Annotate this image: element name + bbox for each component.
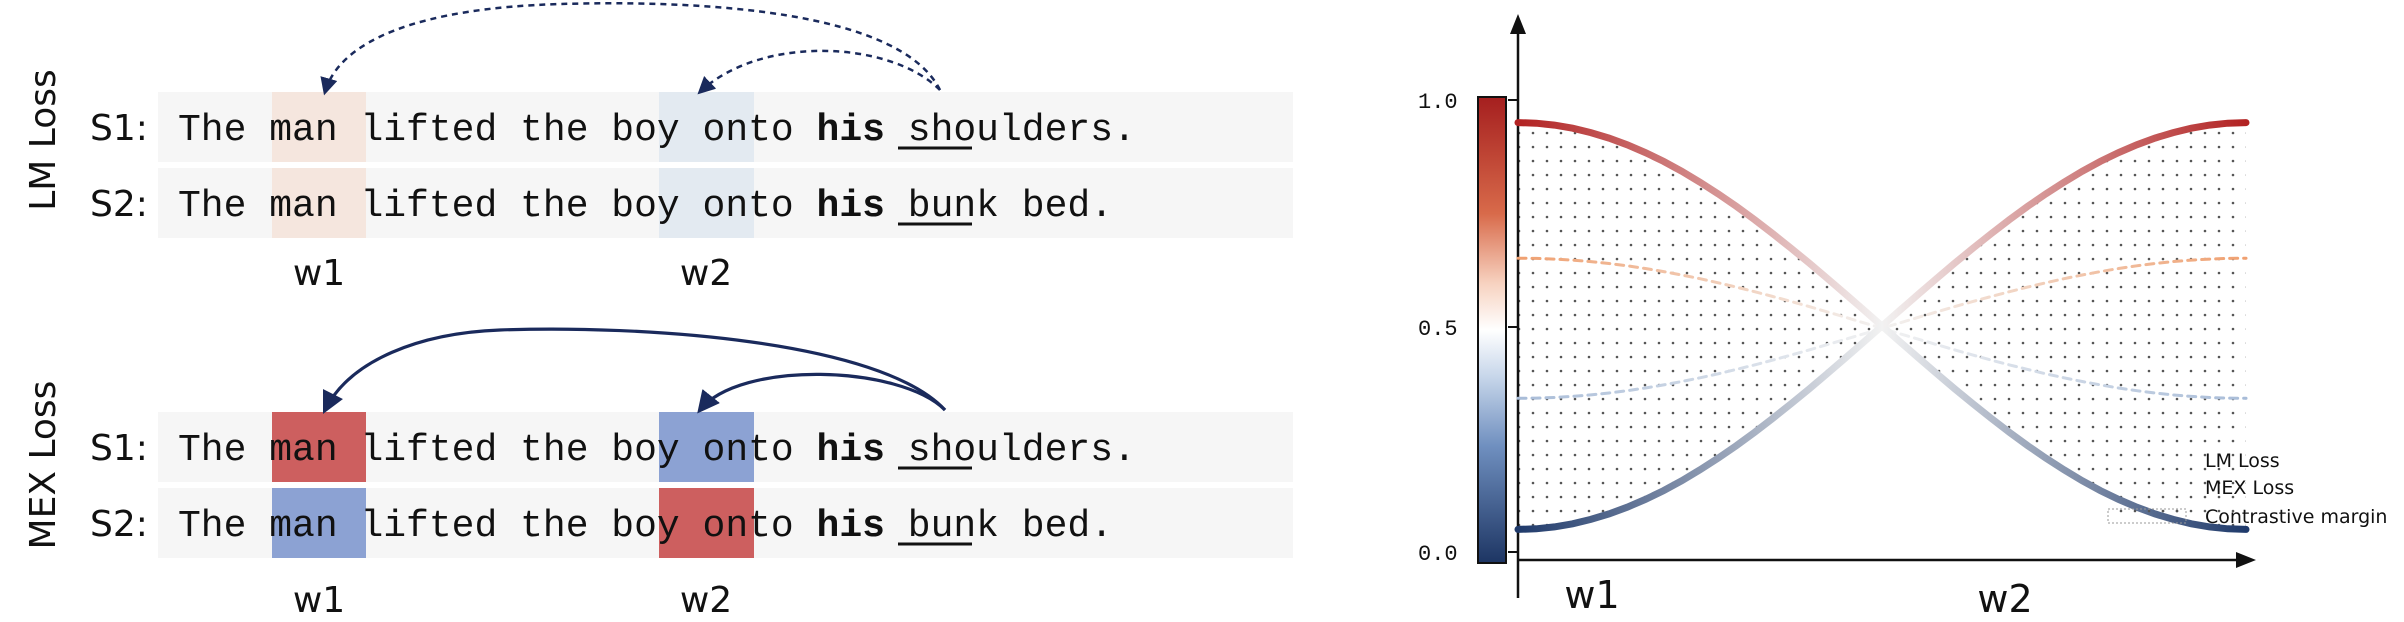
mex-w2-label: w2 xyxy=(680,580,732,621)
mex-s1-token: onto xyxy=(680,429,794,472)
mex-loss-title: MEX Loss xyxy=(23,381,64,550)
legend: LM Loss MEX Loss Contrastive margin xyxy=(2107,450,2387,528)
lm-s1-token: man xyxy=(246,109,337,152)
mex-s1-token: shoulders. xyxy=(885,429,1136,472)
mex-s2-token: bed. xyxy=(999,505,1113,548)
lm-s2-token: his xyxy=(794,185,885,228)
contrastive-margin-right xyxy=(1882,122,2246,530)
lm-s2-token: bed. xyxy=(999,185,1113,228)
lm-s2-token: The xyxy=(178,185,246,228)
lm-s1-token: the xyxy=(497,109,588,152)
mex-s1-w1-highlight xyxy=(272,412,366,482)
mex-s2-token: his xyxy=(794,505,885,548)
mex-s1-token: his xyxy=(794,429,885,472)
mex-arrow-his-to-man xyxy=(322,327,947,415)
lm-s1-w2-highlight xyxy=(659,92,754,162)
mex-s2-token: onto xyxy=(680,505,794,548)
mex-s1-token: man xyxy=(246,429,337,472)
lm-s2-token: man xyxy=(246,185,337,228)
mex-s1-w2-highlight xyxy=(659,412,754,482)
x-label-w2: w2 xyxy=(1977,577,2032,621)
legend-lm-label: LM Loss xyxy=(2205,450,2280,472)
x-label-w1: w1 xyxy=(1564,573,1619,617)
lm-sentence-2: The man lifted the boy onto his bunk bed… xyxy=(178,185,1113,228)
y-tick-label: 0.0 xyxy=(1418,542,1458,567)
mex-s2-token: lifted xyxy=(338,505,498,548)
mex-loss-line-ascending xyxy=(1514,119,2250,533)
mex-s2-token: bunk xyxy=(885,505,999,548)
mex-sentence-1: The man lifted the boy onto his shoulder… xyxy=(178,429,1136,472)
legend-margin-swatch xyxy=(2107,508,2187,524)
lm-s1-token: boy xyxy=(589,109,680,152)
lm-s1-w1-highlight xyxy=(272,92,366,162)
lm-s2-token: boy xyxy=(589,185,680,228)
lm-s1-token: his xyxy=(794,109,885,152)
lm-w2-label: w2 xyxy=(680,253,732,294)
lm-s1-token: shoulders. xyxy=(885,109,1136,152)
lm-s1-label: S1: xyxy=(90,108,148,149)
lm-s2-token: onto xyxy=(680,185,794,228)
lm-s1-token: onto xyxy=(680,109,794,152)
loss-chart: 1.0 0.5 0.0 w1 w2 LM Loss MEX Loss Contr… xyxy=(1418,14,2387,621)
lm-s2-token: lifted xyxy=(338,185,498,228)
mex-sentence-2: The man lifted the boy onto his bunk bed… xyxy=(178,505,1113,548)
contrastive-margin-left xyxy=(1518,122,1882,530)
lm-s2-token: the xyxy=(497,185,588,228)
mex-s1-token: The xyxy=(178,429,246,472)
lm-s2-w1-highlight xyxy=(272,168,366,238)
lm-sentence-1: The man lifted the boy onto his shoulder… xyxy=(178,109,1136,152)
sentence-panel: LM Loss MEX Loss S1: S2: S1: S2: The man… xyxy=(23,2,1293,621)
y-tick-label: 0.5 xyxy=(1418,317,1458,342)
x-axis-arrowhead xyxy=(2236,552,2256,568)
lm-s2-label: S2: xyxy=(90,184,148,225)
mex-arrow-his-to-boy xyxy=(697,372,947,414)
mex-s2-token: man xyxy=(246,505,337,548)
y-axis-arrowhead xyxy=(1510,14,1526,34)
lm-s1-token: The xyxy=(178,109,246,152)
mex-s1-label: S1: xyxy=(90,428,148,469)
lm-s2-token: bunk xyxy=(885,185,999,228)
mex-s2-token: The xyxy=(178,505,246,548)
y-tick-label: 1.0 xyxy=(1418,90,1458,115)
mex-s2-w2-highlight xyxy=(659,488,754,558)
lm-s1-token: lifted xyxy=(338,109,498,152)
legend-margin-label: Contrastive margin xyxy=(2205,506,2387,528)
lm-arrow-his-to-man xyxy=(320,2,942,96)
mex-s2-label: S2: xyxy=(90,504,148,545)
mex-s1-token: the xyxy=(497,429,588,472)
lm-w1-label: w1 xyxy=(293,253,345,294)
colorbar xyxy=(1477,96,1507,564)
lm-s2-w2-highlight xyxy=(659,168,754,238)
mex-s1-token: boy xyxy=(589,429,680,472)
mex-s2-token: the xyxy=(497,505,588,548)
mex-s2-w1-highlight xyxy=(272,488,366,558)
mex-w1-label: w1 xyxy=(293,580,345,621)
mex-s2-token: boy xyxy=(589,505,680,548)
lm-loss-title: LM Loss xyxy=(23,69,64,211)
mex-s1-token: lifted xyxy=(338,429,498,472)
series-layer xyxy=(1514,119,2250,533)
legend-mex-label: MEX Loss xyxy=(2205,477,2294,499)
lm-arrow-his-to-boy xyxy=(697,49,941,95)
